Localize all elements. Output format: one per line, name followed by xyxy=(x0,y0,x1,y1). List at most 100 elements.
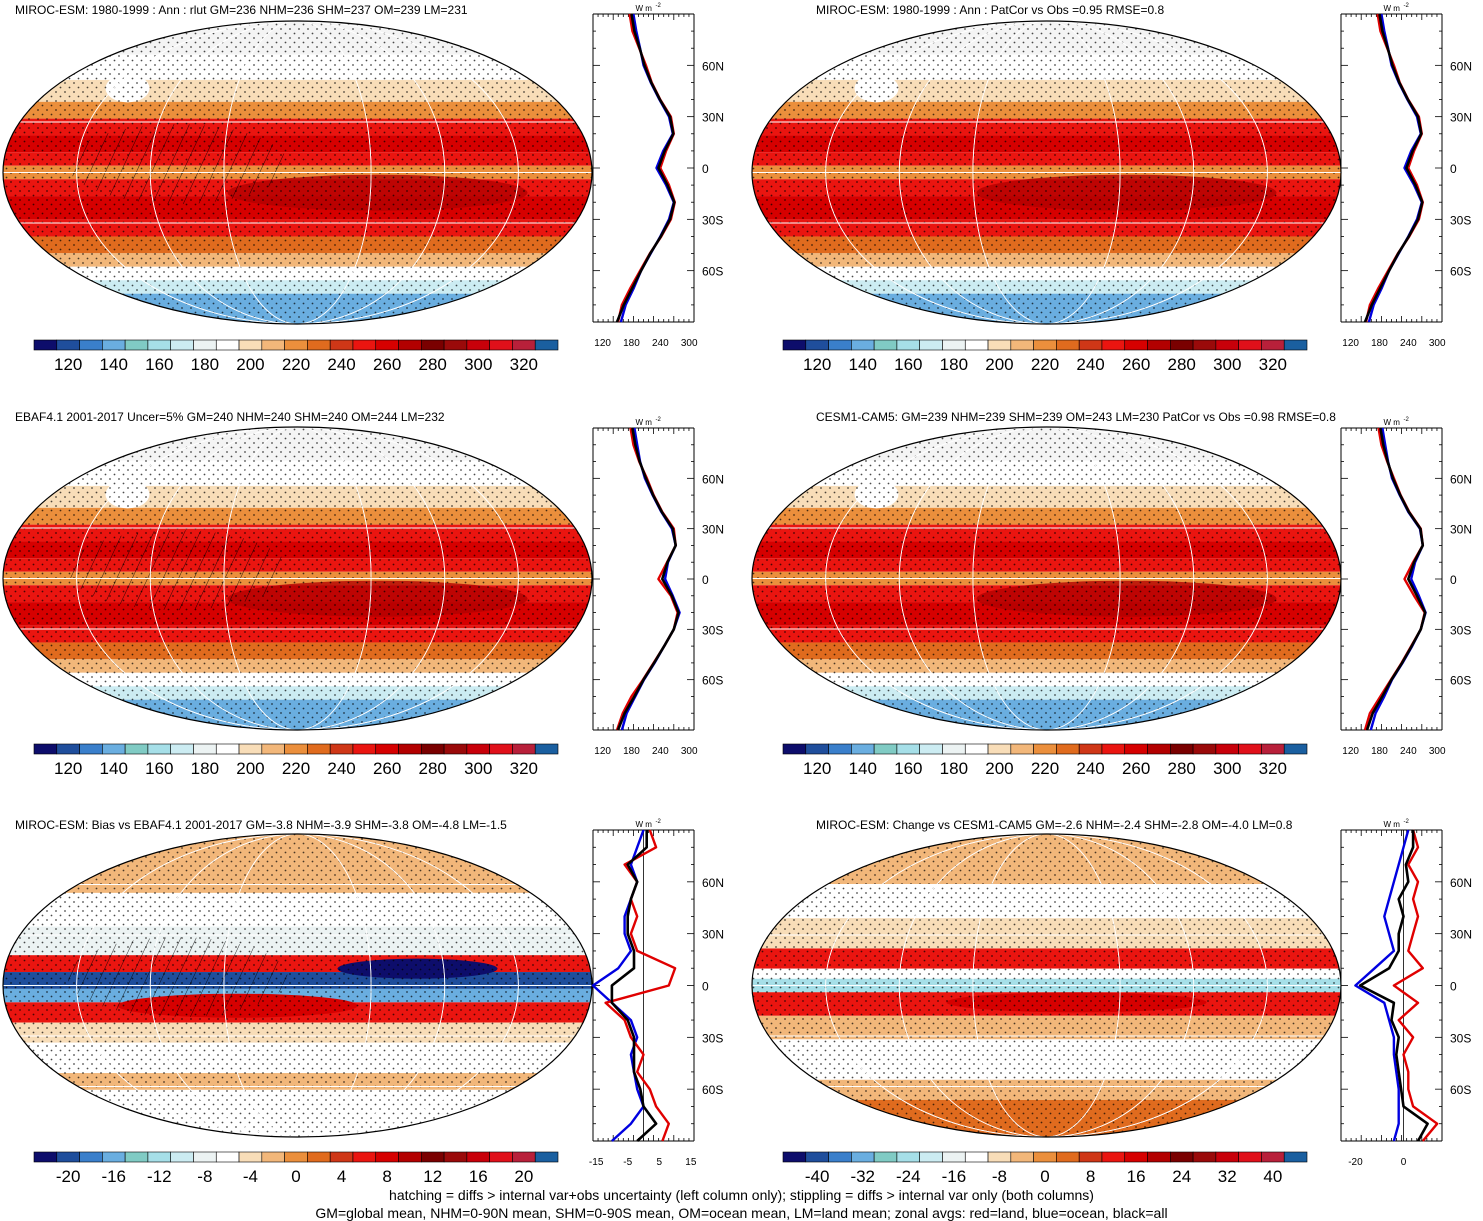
colorbar-swatch xyxy=(307,743,331,755)
colorbar-swatch xyxy=(896,1151,920,1163)
colorbar-label: 140 xyxy=(100,759,128,778)
colorbar-label: 160 xyxy=(894,355,922,374)
colorbar-label: 280 xyxy=(419,759,447,778)
footnote-line-1: hatching = diffs > internal var+obs unce… xyxy=(389,1187,1094,1203)
colorbar-swatch xyxy=(261,743,285,755)
colorbar-swatch xyxy=(56,1151,80,1163)
colorbar-label: 240 xyxy=(1076,355,1104,374)
colorbar-label: 260 xyxy=(1122,759,1150,778)
colorbar-label: 260 xyxy=(1122,355,1150,374)
zonal-xtick-label: 240 xyxy=(1400,338,1417,349)
zonal-lat-label: 60S xyxy=(1450,674,1471,688)
zonal-unit: W m xyxy=(1384,820,1401,829)
colorbar-label: 8 xyxy=(1086,1167,1095,1186)
colorbar-swatch xyxy=(805,743,829,755)
colorbar-swatch xyxy=(102,1151,126,1163)
zonal-lat-label: 30N xyxy=(702,523,724,537)
colorbar-swatch xyxy=(466,1151,490,1163)
colorbar-swatch xyxy=(443,743,468,755)
colorbar-swatch xyxy=(851,743,875,755)
colorbar-swatch xyxy=(1238,339,1262,351)
colorbar-label: 16 xyxy=(469,1167,488,1186)
zonal-xtick-label: 300 xyxy=(681,746,698,757)
zonal-lat-label: 0 xyxy=(1450,980,1457,994)
zonal-unit: W m xyxy=(636,4,653,13)
colorbar-swatch xyxy=(1056,743,1080,755)
colorbar-swatch xyxy=(828,1151,852,1163)
colorbar-swatch xyxy=(919,743,943,755)
colorbar-label: 140 xyxy=(100,355,128,374)
colorbar-swatch xyxy=(147,743,171,755)
colorbar-swatch xyxy=(238,339,263,351)
colorbar-label: 220 xyxy=(282,759,310,778)
zonal-series-land xyxy=(616,13,676,323)
zonal-lat-label: 30S xyxy=(1450,1031,1471,1045)
zonal-mean-plot: W m -2 120 180 240 300 60N 30N 0 30S 60S xyxy=(592,417,724,757)
colorbar-swatch xyxy=(1033,1151,1057,1163)
colorbar-label: -8 xyxy=(992,1167,1007,1186)
colorbar-label: 120 xyxy=(54,759,82,778)
panel-title: CESM1-CAM5: GM=239 NHM=239 SHM=239 OM=24… xyxy=(816,410,1336,424)
colorbar-swatch xyxy=(1283,339,1308,351)
zonal-series-land xyxy=(615,427,679,731)
zonal-series-land xyxy=(1363,427,1426,731)
colorbar-swatch xyxy=(851,1151,875,1163)
colorbar-swatch xyxy=(398,1151,422,1163)
colorbar-label: 24 xyxy=(1172,1167,1191,1186)
colorbar-swatch xyxy=(1147,743,1171,755)
colorbar-swatch xyxy=(964,743,989,755)
zonal-mean-plot: W m -2 -20 0 60N 30N 0 30S 60S xyxy=(1340,819,1472,1168)
colorbar-label: 280 xyxy=(419,355,447,374)
colorbar-swatch xyxy=(329,743,354,755)
colorbar-swatch xyxy=(805,1151,829,1163)
zonal-xtick-label: 120 xyxy=(594,746,611,757)
colorbar: 120 140 160 180 200 220 240 260 280 300 320 xyxy=(33,339,559,374)
map-miroc-esm-climatology xyxy=(3,21,592,324)
colorbar-swatch xyxy=(1101,339,1126,351)
zonal-xtick-label: 5 xyxy=(657,1157,663,1168)
zonal-series-ocean xyxy=(1369,427,1427,731)
colorbar-swatch xyxy=(215,743,240,755)
zonal-xtick-label: 180 xyxy=(623,338,640,349)
zonal-series-ocean xyxy=(1367,13,1424,323)
zonal-lat-label: 60S xyxy=(702,265,723,279)
colorbar-swatch xyxy=(896,339,920,351)
colorbar-label: 20 xyxy=(514,1167,533,1186)
colorbar-swatch xyxy=(1124,743,1148,755)
zonal-lat-label: 0 xyxy=(1450,162,1457,176)
colorbar-swatch xyxy=(1192,743,1217,755)
zonal-lat-label: 30N xyxy=(702,928,724,942)
colorbar-swatch xyxy=(512,339,536,351)
colorbar-label: -32 xyxy=(850,1167,875,1186)
zonal-lat-label: 30N xyxy=(1450,111,1472,125)
colorbar-swatch xyxy=(828,743,852,755)
colorbar-swatch xyxy=(33,743,58,755)
zonal-series-ocean xyxy=(620,427,681,731)
zonal-xtick-label: 15 xyxy=(685,1157,697,1168)
colorbar-swatch xyxy=(512,743,536,755)
zonal-lat-label: 30S xyxy=(1450,213,1471,227)
colorbar-swatch xyxy=(421,1151,445,1163)
colorbar-label: 220 xyxy=(282,355,310,374)
colorbar-label: 280 xyxy=(1168,759,1196,778)
colorbar-swatch xyxy=(873,1151,898,1163)
colorbar-swatch xyxy=(170,1151,194,1163)
colorbar-swatch xyxy=(261,339,285,351)
colorbar-label: 0 xyxy=(1040,1167,1049,1186)
colorbar-swatch xyxy=(1078,339,1103,351)
colorbar-label: 32 xyxy=(1218,1167,1237,1186)
colorbar-swatch xyxy=(79,339,103,351)
colorbar-swatch xyxy=(193,743,217,755)
colorbar-swatch xyxy=(1056,1151,1080,1163)
colorbar-swatch xyxy=(964,1151,989,1163)
colorbar-swatch xyxy=(1261,339,1285,351)
zonal-unit-superscript: -2 xyxy=(656,819,662,825)
colorbar-swatch xyxy=(261,1151,285,1163)
colorbar-swatch xyxy=(782,1151,807,1163)
zonal-series-all xyxy=(610,830,658,1142)
colorbar-swatch xyxy=(1078,1151,1103,1163)
zonal-xtick-label: 180 xyxy=(1371,746,1388,757)
colorbar-swatch xyxy=(828,339,852,351)
colorbar-label: 160 xyxy=(145,759,173,778)
colorbar: 120 140 160 180 200 220 240 260 280 300 320 xyxy=(782,339,1308,374)
